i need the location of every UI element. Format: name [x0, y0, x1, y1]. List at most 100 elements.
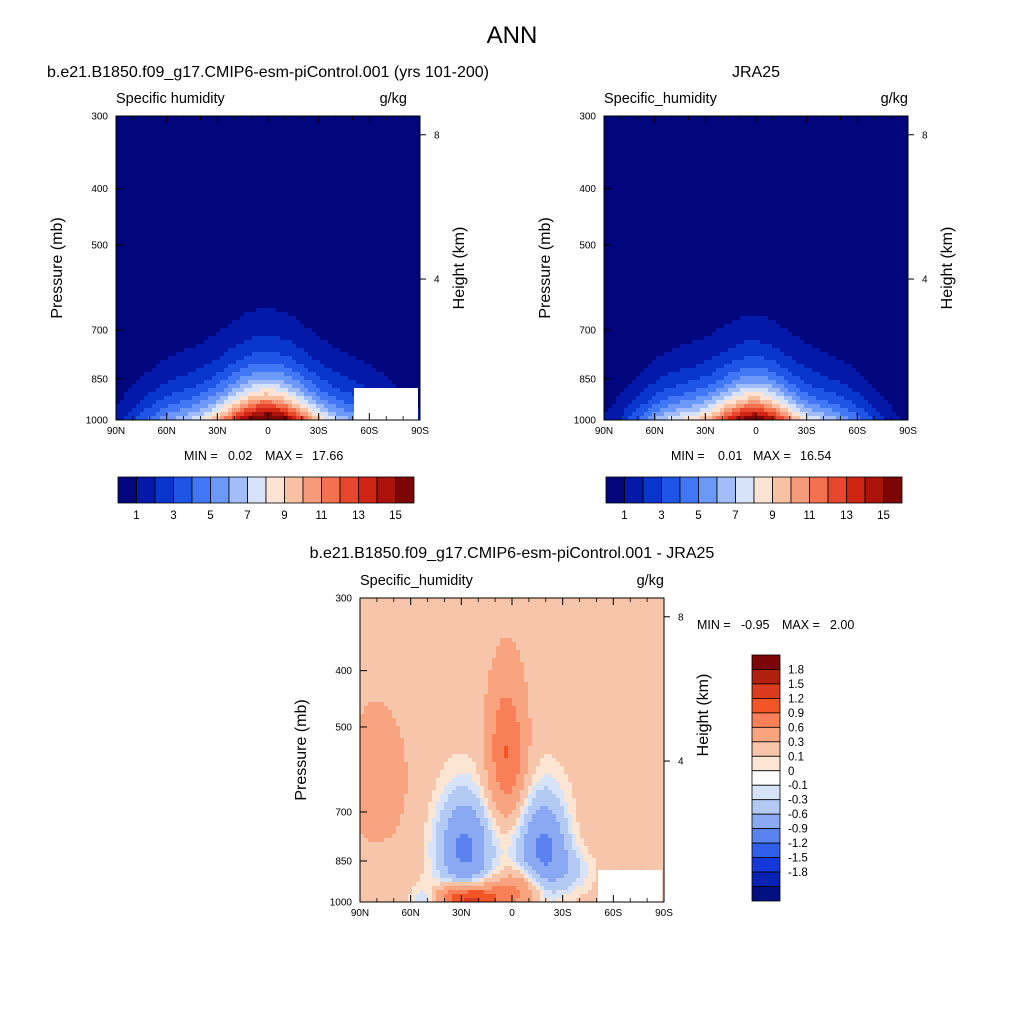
- contour-cell: [240, 212, 245, 217]
- contour-cell: [204, 304, 209, 309]
- contour-cell: [248, 304, 253, 309]
- contour-cell: [280, 240, 285, 245]
- contour-cell: [208, 144, 213, 149]
- contour-cell: [180, 120, 185, 125]
- contour-cell: [204, 280, 209, 285]
- contour-cell: [408, 368, 413, 373]
- contour-cell: [292, 232, 297, 237]
- contour-cell: [368, 324, 373, 329]
- contour-cell: [372, 152, 377, 157]
- contour-cell: [416, 244, 420, 249]
- contour-cell: [212, 224, 217, 229]
- contour-cell: [284, 192, 289, 197]
- contour-cell: [244, 272, 249, 277]
- contour-cell: [380, 252, 385, 257]
- contour-cell: [396, 280, 401, 285]
- contour-cell: [280, 128, 285, 133]
- contour-cell: [156, 200, 161, 205]
- contour-cell: [140, 364, 145, 369]
- contour-cell: [248, 148, 253, 153]
- contour-cell: [200, 132, 205, 137]
- contour-cell: [196, 188, 201, 193]
- contour-cell: [176, 240, 181, 245]
- contour-cell: [308, 348, 313, 353]
- contour-cell: [196, 216, 201, 221]
- contour-cell: [292, 276, 297, 281]
- contour-cell: [136, 328, 141, 333]
- contour-cell: [412, 356, 417, 361]
- contour-cell: [156, 316, 161, 321]
- contour-cell: [208, 188, 213, 193]
- contour-cell: [160, 232, 165, 237]
- contour-cell: [164, 324, 169, 329]
- contour-cell: [232, 340, 237, 345]
- contour-cell: [416, 224, 420, 229]
- contour-cell: [236, 340, 241, 345]
- contour-cell: [128, 228, 133, 233]
- contour-cell: [124, 328, 129, 333]
- contour-cell: [384, 312, 389, 317]
- contour-cell: [192, 356, 197, 361]
- contour-cell: [128, 372, 133, 377]
- contour-cell: [140, 192, 145, 197]
- contour-cell: [396, 324, 401, 329]
- contour-cell: [204, 176, 209, 181]
- contour-cell: [272, 192, 277, 197]
- contour-cell: [292, 352, 297, 357]
- contour-cell: [124, 264, 129, 269]
- contour-cell: [328, 364, 333, 369]
- contour-cell: [284, 364, 289, 369]
- contour-cell: [292, 124, 297, 129]
- contour-cell: [200, 320, 205, 325]
- contour-cell: [148, 196, 153, 201]
- contour-cell: [260, 224, 265, 229]
- contour-cell: [212, 336, 217, 341]
- contour-cell: [136, 344, 141, 349]
- contour-cell: [200, 236, 205, 241]
- contour-cell: [224, 284, 229, 289]
- contour-cell: [328, 292, 333, 297]
- contour-cell: [272, 224, 277, 229]
- contour-cell: [292, 144, 297, 149]
- contour-cell: [232, 196, 237, 201]
- contour-cell: [144, 228, 149, 233]
- contour-cell: [240, 332, 245, 337]
- contour-cell: [344, 304, 349, 309]
- contour-cell: [348, 344, 353, 349]
- contour-cell: [296, 240, 301, 245]
- contour-cell: [380, 288, 385, 293]
- contour-cell: [320, 356, 325, 361]
- contour-cell: [224, 292, 229, 297]
- contour-cell: [340, 156, 345, 161]
- contour-cell: [268, 216, 273, 221]
- contour-cell: [144, 292, 149, 297]
- contour-cell: [124, 340, 129, 345]
- contour-cell: [240, 296, 245, 301]
- contour-cell: [232, 356, 237, 361]
- contour-cell: [128, 232, 133, 237]
- contour-cell: [332, 136, 337, 141]
- contour-cell: [252, 320, 257, 325]
- contour-cell: [232, 368, 237, 373]
- contour-cell: [188, 368, 193, 373]
- contour-cell: [232, 120, 237, 125]
- contour-cell: [272, 132, 277, 137]
- contour-cell: [136, 376, 141, 381]
- contour-cell: [212, 356, 217, 361]
- contour-cell: [304, 304, 309, 309]
- contour-cell: [184, 180, 189, 185]
- contour-cell: [116, 276, 121, 281]
- contour-cell: [300, 144, 305, 149]
- contour-cell: [264, 292, 269, 297]
- contour-cell: [160, 244, 165, 249]
- contour-cell: [212, 148, 217, 153]
- contour-cell: [264, 280, 269, 285]
- contour-cell: [116, 316, 121, 321]
- contour-cell: [328, 188, 333, 193]
- contour-cell: [300, 168, 305, 173]
- contour-cell: [320, 304, 325, 309]
- contour-cell: [288, 340, 293, 345]
- contour-cell: [256, 272, 261, 277]
- contour-cell: [364, 148, 369, 153]
- contour-cell: [284, 348, 289, 353]
